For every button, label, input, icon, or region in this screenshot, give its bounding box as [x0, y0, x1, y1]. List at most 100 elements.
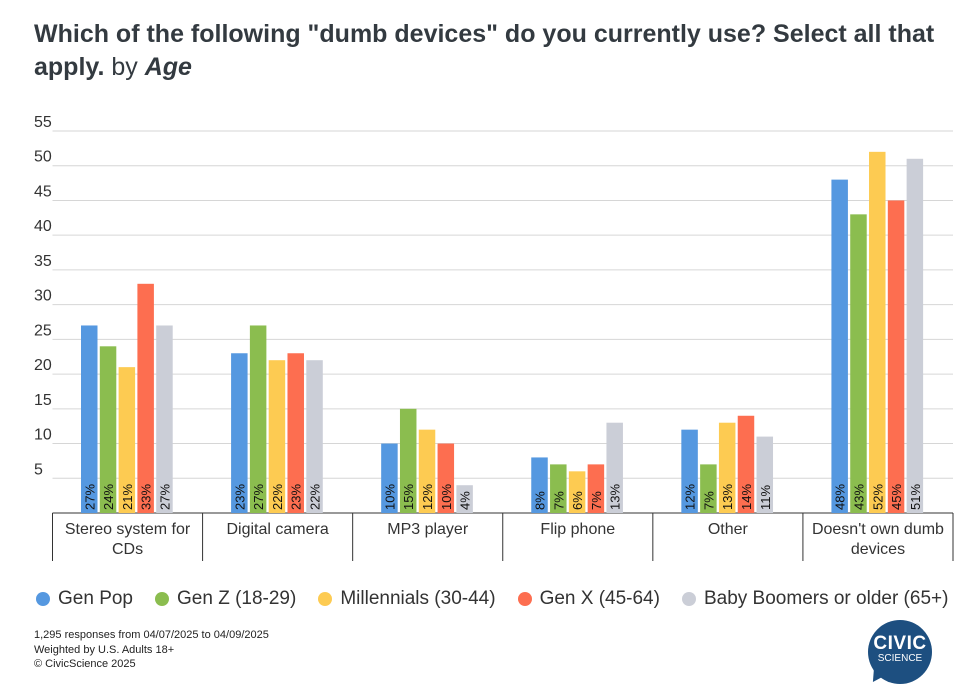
note-weighting: Weighted by U.S. Adults 18+	[34, 643, 175, 656]
data-label: 45%	[889, 484, 904, 510]
bar	[700, 464, 717, 513]
bar	[531, 457, 548, 513]
data-label: 43%	[851, 484, 866, 510]
x-category-label: Digital camera	[226, 521, 328, 538]
bar	[81, 325, 98, 513]
bar	[718, 422, 736, 513]
bar	[231, 353, 248, 513]
legend-item[interactable]: Gen X (45-64)	[517, 588, 660, 610]
bar	[850, 214, 867, 513]
bar	[137, 283, 154, 513]
bar	[156, 325, 173, 513]
data-label: 14%	[739, 484, 754, 510]
data-label: 13%	[720, 484, 735, 510]
data-label: 4%	[458, 491, 473, 510]
title-text: Which of the following "dumb devices" do…	[34, 20, 935, 81]
data-label: 13%	[608, 484, 623, 510]
legend-label: Baby Boomers or older (65+)	[703, 588, 949, 609]
bar	[249, 325, 267, 513]
bar	[887, 200, 905, 514]
data-label: 22%	[308, 484, 323, 510]
data-label: 7%	[589, 491, 604, 510]
bar	[606, 422, 623, 513]
bar	[306, 360, 323, 513]
data-label: 51%	[908, 484, 923, 510]
x-category-label: CDs	[112, 541, 143, 558]
bar	[568, 471, 586, 513]
x-category-label: MP3 player	[387, 521, 469, 538]
bar	[869, 151, 886, 513]
data-label: 27%	[251, 484, 266, 510]
data-label: 23%	[289, 484, 304, 510]
chart-title: Which of the following "dumb devices" do…	[34, 18, 954, 84]
y-tick-label: 50	[34, 149, 52, 166]
legend-label: Gen Z (18-29)	[177, 588, 297, 609]
legend-item[interactable]: Gen Pop	[36, 588, 133, 610]
bar	[756, 436, 774, 513]
bar	[681, 429, 698, 513]
bar	[268, 360, 286, 513]
data-label: 10%	[439, 484, 454, 510]
bar	[831, 179, 848, 514]
legend-swatch-icon	[155, 592, 169, 606]
x-category-label: Stereo system for	[65, 521, 191, 538]
y-tick-label: 20	[34, 357, 52, 374]
data-label: 15%	[401, 484, 416, 510]
x-category-label: Doesn't own dumb	[812, 521, 944, 538]
y-tick-label: 15	[34, 392, 52, 409]
legend-item[interactable]: Baby Boomers or older (65+)	[681, 588, 949, 610]
bar	[737, 415, 755, 513]
data-label: 24%	[101, 484, 116, 510]
bar	[99, 346, 117, 513]
bar	[550, 464, 567, 513]
data-label: 7%	[701, 491, 716, 510]
legend: Gen Pop Gen Z (18-29) Millennials (30-44) G…	[36, 588, 948, 610]
y-tick-label: 25	[34, 322, 52, 339]
data-label: 21%	[120, 484, 135, 510]
bar	[906, 158, 924, 514]
logo-line1: CIVIC	[873, 633, 927, 654]
data-label: 6%	[570, 491, 585, 510]
bar	[418, 429, 436, 513]
y-tick-label: 30	[34, 288, 52, 305]
legend-swatch-icon	[318, 592, 333, 606]
logo-line2: SCIENCE	[877, 653, 923, 664]
note-copyright: © CivicScience 2025	[34, 658, 136, 670]
y-tick-label: 55	[34, 114, 52, 131]
legend-label: Gen X (45-64)	[539, 588, 660, 609]
legend-item[interactable]: Millennials (30-44)	[318, 588, 496, 610]
y-tick-label: 5	[34, 461, 43, 478]
legend-label: Gen Pop	[58, 588, 133, 609]
data-label: 48%	[833, 484, 848, 510]
data-label: 7%	[551, 491, 566, 510]
data-label: 12%	[420, 484, 435, 510]
note-responses: 1,295 responses from 04/07/2025 to 04/09…	[34, 629, 269, 641]
legend-swatch-icon	[36, 592, 50, 606]
y-tick-label: 45	[34, 183, 52, 200]
data-label: 52%	[870, 484, 885, 510]
y-tick-label: 35	[34, 253, 52, 270]
data-label: 10%	[382, 484, 397, 510]
data-label: 22%	[270, 484, 285, 510]
data-label: 27%	[82, 484, 97, 510]
bar	[437, 443, 455, 513]
y-tick-label: 10	[34, 427, 52, 444]
y-tick-label: 40	[34, 218, 52, 235]
data-label: 12%	[683, 484, 698, 510]
bar	[381, 443, 398, 513]
legend-item[interactable]: Gen Z (18-29)	[155, 588, 296, 610]
title-group: Age	[144, 53, 192, 81]
data-label: 33%	[139, 484, 154, 510]
data-label: 23%	[232, 484, 247, 510]
bar	[399, 408, 417, 513]
title-by: by	[111, 53, 138, 81]
bar	[118, 367, 136, 513]
footnotes: 1,295 responses from 04/07/2025 to 04/09…	[34, 628, 269, 672]
legend-swatch-icon	[681, 592, 696, 606]
legend-swatch-icon	[517, 592, 532, 606]
data-label: 11%	[758, 485, 773, 510]
legend-label: Millennials (30-44)	[340, 588, 496, 609]
x-category-label: devices	[851, 541, 905, 558]
